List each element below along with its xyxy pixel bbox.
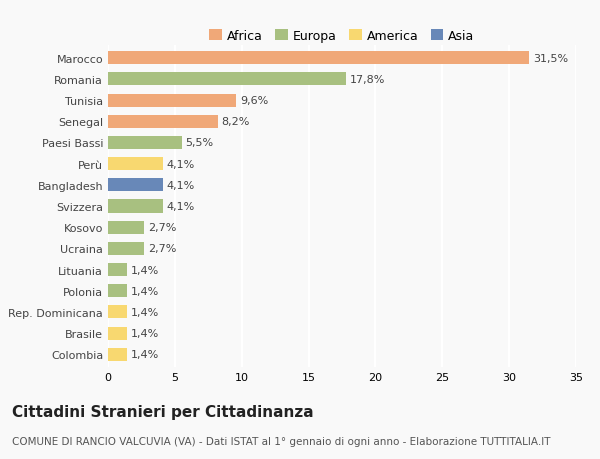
Text: 1,4%: 1,4% xyxy=(131,265,159,275)
Text: 4,1%: 4,1% xyxy=(167,159,195,169)
Bar xyxy=(108,200,163,213)
Bar xyxy=(108,116,218,129)
Bar xyxy=(108,137,182,150)
Bar xyxy=(108,285,127,297)
Text: 1,4%: 1,4% xyxy=(131,328,159,338)
Bar xyxy=(108,306,127,319)
Text: 2,7%: 2,7% xyxy=(148,223,176,233)
Bar xyxy=(108,348,127,361)
Bar xyxy=(108,221,144,234)
Text: 1,4%: 1,4% xyxy=(131,286,159,296)
Bar xyxy=(108,327,127,340)
Bar xyxy=(108,263,127,276)
Text: 5,5%: 5,5% xyxy=(185,138,214,148)
Text: 4,1%: 4,1% xyxy=(167,202,195,212)
Text: 31,5%: 31,5% xyxy=(533,54,568,64)
Bar xyxy=(108,158,163,171)
Bar xyxy=(108,52,529,65)
Text: Cittadini Stranieri per Cittadinanza: Cittadini Stranieri per Cittadinanza xyxy=(12,404,314,419)
Text: 9,6%: 9,6% xyxy=(241,96,269,106)
Bar xyxy=(108,94,236,107)
Bar xyxy=(108,73,346,86)
Text: 8,2%: 8,2% xyxy=(221,117,250,127)
Text: 1,4%: 1,4% xyxy=(131,307,159,317)
Text: 4,1%: 4,1% xyxy=(167,180,195,190)
Text: 1,4%: 1,4% xyxy=(131,349,159,359)
Text: COMUNE DI RANCIO VALCUVIA (VA) - Dati ISTAT al 1° gennaio di ogni anno - Elabora: COMUNE DI RANCIO VALCUVIA (VA) - Dati IS… xyxy=(12,436,551,446)
Bar xyxy=(108,242,144,255)
Bar xyxy=(108,179,163,192)
Text: 2,7%: 2,7% xyxy=(148,244,176,254)
Legend: Africa, Europa, America, Asia: Africa, Europa, America, Asia xyxy=(205,25,479,48)
Text: 17,8%: 17,8% xyxy=(350,75,385,85)
